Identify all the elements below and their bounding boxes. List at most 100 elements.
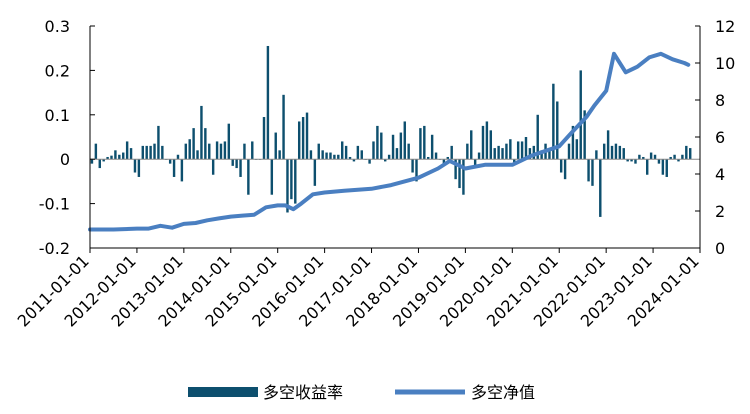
bar-2021-11 <box>599 159 602 217</box>
bar-2014-06 <box>251 141 254 160</box>
bar-2016-08 <box>352 159 356 162</box>
bar-2011-02 <box>94 143 98 160</box>
bar-2016-04 <box>337 154 340 160</box>
legend: 多空收益率 多空净值 <box>188 383 535 402</box>
bar-2022-06 <box>626 159 629 162</box>
bar-2018-12 <box>462 159 465 195</box>
bar-2022-07 <box>630 159 633 162</box>
bar-2013-12 <box>227 123 231 160</box>
bar-2012-05 <box>153 143 156 160</box>
bar-2023-07 <box>677 159 680 162</box>
bar-2018-07 <box>442 159 446 164</box>
bar-2016-03 <box>333 154 336 160</box>
bar-2019-08 <box>493 148 496 160</box>
bar-2022-02 <box>610 145 614 160</box>
bar-2022-09 <box>638 154 641 160</box>
bar-2023-01 <box>653 154 657 160</box>
right-tick-label: 2 <box>715 202 725 221</box>
bar-2014-02 <box>235 159 238 169</box>
bar-2021-07 <box>583 110 586 160</box>
bar-2019-02 <box>470 130 473 160</box>
bar-2012-06 <box>157 125 160 160</box>
bar-2018-05 <box>434 152 438 160</box>
bar-2013-10 <box>219 143 223 160</box>
right-tick-label: 6 <box>715 128 725 147</box>
bar-2013-03 <box>192 128 195 160</box>
bar-2017-09 <box>403 121 406 160</box>
bar-2023-03 <box>661 159 665 175</box>
bar-2011-08 <box>118 154 121 160</box>
left-tick-label: 0.2 <box>45 61 70 80</box>
bar-2016-05 <box>341 141 344 160</box>
bar-2017-05 <box>387 154 391 160</box>
bar-2016-01 <box>325 152 328 160</box>
bar-2020-11 <box>552 83 555 160</box>
bar-2018-08 <box>446 156 449 160</box>
bar-2017-11 <box>411 159 414 173</box>
bar-2014-05 <box>247 159 250 195</box>
bar-2021-03 <box>567 143 571 160</box>
bar-2014-11 <box>270 159 274 195</box>
left-tick-label: 0.1 <box>45 106 70 125</box>
bar-2012-11 <box>176 154 180 160</box>
bar-2022-12 <box>649 152 653 160</box>
bar-2019-11 <box>505 143 508 160</box>
right-tick-label: 4 <box>715 165 725 184</box>
bar-2020-06 <box>532 145 536 160</box>
bar-2021-09 <box>591 159 594 186</box>
bar-2020-05 <box>528 148 532 160</box>
bar-2014-01 <box>231 159 234 166</box>
bar-2017-10 <box>407 143 410 160</box>
right-tick-label: 8 <box>715 91 725 110</box>
bar-2019-09 <box>497 145 500 160</box>
bar-2015-11 <box>317 143 320 160</box>
bar-2018-02 <box>423 125 426 160</box>
bar-2019-12 <box>509 139 512 160</box>
bar-2020-04 <box>524 137 528 160</box>
bar-2019-07 <box>489 130 493 160</box>
bar-2019-04 <box>477 152 481 160</box>
bar-2023-05 <box>669 156 672 160</box>
bar-2022-10 <box>642 156 645 160</box>
bar-2022-03 <box>614 143 618 160</box>
bar-2015-01 <box>278 150 281 160</box>
bar-2019-06 <box>485 121 489 160</box>
bar-2020-02 <box>516 141 520 160</box>
chart-plot-area <box>88 45 700 232</box>
left-tick-label: -0.1 <box>39 195 70 214</box>
bar-2017-12 <box>415 159 418 182</box>
bar-2013-01 <box>184 143 188 160</box>
bar-2011-03 <box>98 159 101 169</box>
bar-2022-08 <box>634 159 637 164</box>
x-axis: 2011-01-012012-01-012013-01-012014-01-01… <box>14 247 703 331</box>
left-tick-label: 0.3 <box>45 17 70 36</box>
bar-2021-12 <box>602 143 606 160</box>
bar-2020-03 <box>520 141 524 160</box>
bar-2014-10 <box>266 45 270 160</box>
bar-2014-09 <box>262 117 266 160</box>
bar-2019-10 <box>501 148 504 160</box>
bar-2015-09 <box>309 150 313 160</box>
bar-2022-04 <box>618 145 622 160</box>
bar-2013-07 <box>208 143 211 160</box>
bar-2018-09 <box>450 145 453 160</box>
bar-2023-04 <box>665 159 668 177</box>
bar-2023-09 <box>685 145 688 160</box>
legend-label-bar: 多空收益率 <box>263 383 343 402</box>
legend-swatch-bar <box>188 387 258 397</box>
bar-2023-06 <box>673 154 676 160</box>
bar-2023-08 <box>681 154 684 160</box>
bar-2011-10 <box>125 141 129 160</box>
bar-2017-07 <box>395 148 399 160</box>
bar-2016-09 <box>356 145 360 160</box>
bar-2016-12 <box>368 159 371 164</box>
bar-2012-03 <box>145 145 148 160</box>
bar-2015-12 <box>321 150 324 160</box>
right-tick-label: 10 <box>715 54 735 73</box>
right-tick-label: 0 <box>715 239 725 258</box>
bar-2015-05 <box>294 159 297 204</box>
bar-2015-06 <box>297 121 301 160</box>
bar-2021-06 <box>579 70 582 160</box>
bar-2012-12 <box>180 159 184 182</box>
bar-2016-02 <box>329 152 332 160</box>
